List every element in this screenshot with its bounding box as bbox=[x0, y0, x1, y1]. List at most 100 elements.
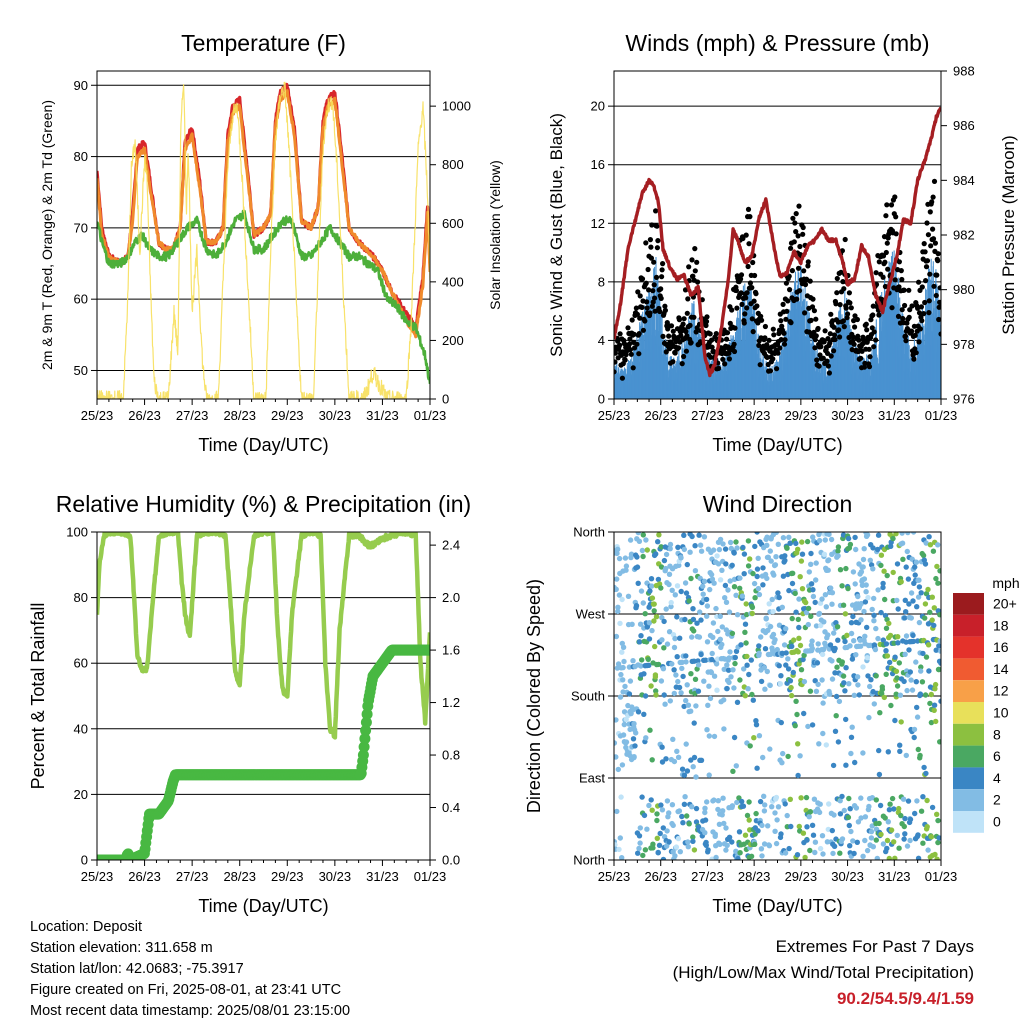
gust-dot bbox=[767, 368, 774, 374]
y-tick-label: 12 bbox=[591, 216, 605, 231]
direction-dot bbox=[864, 847, 871, 854]
direction-dot bbox=[697, 542, 704, 548]
direction-dot bbox=[920, 650, 926, 657]
x-axis-label: Time (Day/UTC) bbox=[712, 896, 842, 916]
direction-dot bbox=[856, 692, 862, 698]
direction-dot bbox=[675, 754, 682, 760]
direction-dot bbox=[755, 585, 762, 592]
direction-dot bbox=[672, 635, 678, 642]
direction-dot bbox=[695, 658, 701, 664]
recent-text: Most recent data timestamp: 2025/08/01 2… bbox=[30, 1003, 351, 1019]
direction-dot bbox=[837, 567, 844, 573]
direction-dot bbox=[858, 643, 864, 649]
direction-dot bbox=[779, 650, 785, 656]
direction-dot bbox=[796, 596, 802, 602]
direction-dot bbox=[721, 726, 727, 732]
direction-dot bbox=[619, 855, 625, 860]
direction-dot bbox=[764, 542, 770, 548]
gust-dot bbox=[749, 316, 755, 322]
direction-dot bbox=[715, 628, 721, 635]
direction-dot bbox=[902, 831, 908, 837]
gust-dot bbox=[840, 318, 847, 324]
direction-dot bbox=[857, 637, 863, 643]
direction-dot bbox=[789, 643, 795, 649]
direction-dot bbox=[646, 662, 652, 668]
gust-dot bbox=[858, 355, 864, 361]
direction-dot bbox=[886, 620, 892, 627]
gust-dot bbox=[884, 240, 890, 246]
direction-dot bbox=[801, 652, 807, 658]
direction-dot bbox=[733, 848, 739, 854]
direction-dot bbox=[674, 583, 681, 589]
direction-dot bbox=[741, 551, 748, 557]
x-tick-label: 30/23 bbox=[319, 408, 352, 423]
gust-dot bbox=[792, 220, 798, 226]
x-tick-label: 01/23 bbox=[414, 408, 447, 423]
direction-dot bbox=[704, 727, 710, 733]
direction-dot bbox=[772, 562, 779, 568]
direction-dot bbox=[722, 546, 729, 552]
direction-dot bbox=[835, 739, 842, 745]
location-text: Location: Deposit bbox=[30, 919, 143, 935]
direction-dot bbox=[805, 605, 812, 612]
direction-dot bbox=[756, 733, 763, 739]
y-tick-label: 20 bbox=[74, 787, 88, 802]
gust-dot bbox=[731, 341, 737, 347]
direction-dot bbox=[784, 545, 790, 551]
direction-dot bbox=[815, 681, 821, 688]
direction-dot bbox=[644, 826, 650, 832]
direction-dot bbox=[840, 673, 847, 679]
direction-dot bbox=[674, 614, 680, 620]
direction-dot bbox=[666, 810, 672, 816]
direction-dot bbox=[864, 655, 871, 661]
direction-dot bbox=[813, 560, 819, 566]
direction-dot bbox=[719, 641, 725, 648]
direction-dot bbox=[663, 565, 669, 572]
direction-dot bbox=[871, 595, 877, 602]
precip-dot bbox=[360, 725, 372, 736]
direction-dot bbox=[754, 566, 761, 572]
y2-axis-label: Solar Insolation (Yellow) bbox=[487, 160, 503, 310]
direction-dot bbox=[811, 796, 818, 802]
direction-dot bbox=[683, 659, 689, 665]
extremes-values: 90.2/54.5/9.4/1.59 bbox=[836, 989, 974, 1008]
direction-dot bbox=[680, 673, 686, 680]
plot-border bbox=[96, 70, 431, 400]
gust-dot bbox=[832, 336, 838, 343]
direction-dot bbox=[686, 821, 692, 827]
direction-dot bbox=[817, 801, 823, 807]
direction-dot bbox=[727, 649, 733, 655]
direction-dot bbox=[850, 613, 856, 620]
gust-dot bbox=[644, 299, 650, 305]
y-axis-label: Percent & Total Rainfall bbox=[28, 603, 48, 790]
gust-dot bbox=[726, 350, 732, 356]
direction-dot bbox=[916, 577, 922, 583]
direction-dot bbox=[895, 634, 901, 640]
direction-dot bbox=[871, 701, 877, 707]
direction-dot bbox=[662, 701, 668, 707]
direction-dot bbox=[887, 659, 893, 666]
direction-dot bbox=[861, 608, 867, 615]
gust-dot bbox=[770, 356, 776, 362]
gust-dot bbox=[813, 333, 819, 339]
direction-dot bbox=[729, 630, 736, 637]
direction-dot bbox=[660, 825, 666, 831]
direction-dot bbox=[692, 568, 699, 574]
direction-dot bbox=[654, 817, 660, 824]
gust-dot bbox=[766, 337, 772, 343]
direction-dot bbox=[706, 733, 712, 739]
direction-dot bbox=[887, 632, 894, 639]
direction-dot bbox=[720, 795, 726, 801]
direction-dot bbox=[800, 830, 807, 836]
direction-dot bbox=[767, 746, 773, 752]
gust-dot bbox=[764, 354, 770, 360]
direction-dot bbox=[860, 664, 866, 670]
gust-dot bbox=[783, 280, 790, 286]
gust-dot bbox=[909, 328, 915, 334]
direction-dot bbox=[703, 842, 709, 848]
direction-dot bbox=[871, 618, 877, 624]
direction-dot bbox=[725, 587, 731, 593]
x-axis-label: Time (Day/UTC) bbox=[712, 435, 842, 455]
direction-dot bbox=[734, 799, 740, 806]
direction-dot bbox=[715, 561, 722, 567]
